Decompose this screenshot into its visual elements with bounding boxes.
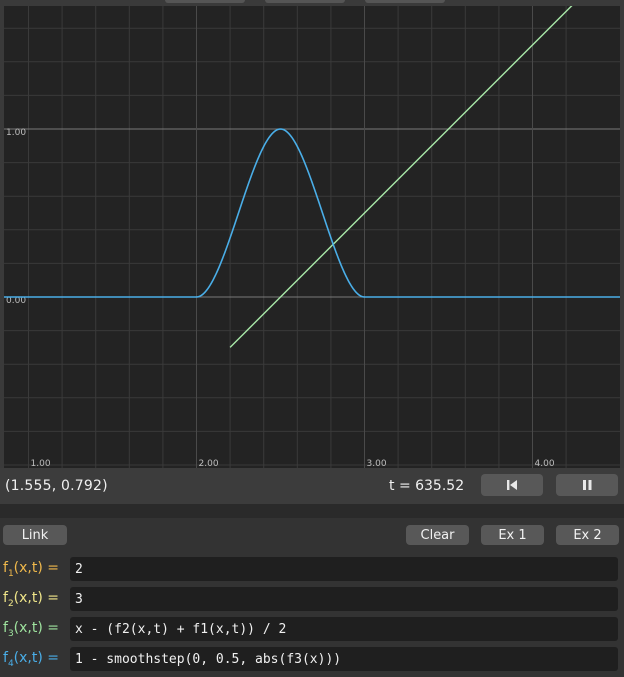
function-plot[interactable]: 1.00 2.00 3.00 4.00 1.00 0.00	[4, 6, 620, 468]
function-row-f2: f2(x,t) = 3	[0, 586, 624, 612]
pause-icon	[583, 480, 592, 490]
function-row-f4: f4(x,t) = 1 - smoothstep(0, 0.5, abs(f3(…	[0, 646, 624, 672]
rewind-button[interactable]	[481, 474, 543, 496]
example-2-button[interactable]: Ex 2	[556, 525, 619, 545]
graph-tab-handle	[365, 0, 445, 3]
function-expression-input[interactable]: 1 - smoothstep(0, 0.5, abs(f3(x)))	[70, 647, 618, 671]
cursor-coordinates: (1.555, 0.792)	[5, 478, 108, 494]
function-expression-input[interactable]: 2	[70, 557, 618, 581]
function-label: f3(x,t) =	[3, 620, 60, 639]
graph-left-edge	[0, 0, 4, 468]
graph-tab-handle	[265, 0, 345, 3]
curve-f4	[4, 128, 620, 298]
function-expression-input[interactable]: 3	[70, 587, 618, 611]
function-panel: Link Clear Ex 1 Ex 2 f1(x,t) = 2 f2(x,t)…	[0, 518, 624, 677]
link-button[interactable]: Link	[3, 525, 67, 545]
function-expression-input[interactable]: x - (f2(x,t) + f1(x,t)) / 2	[70, 617, 618, 641]
divider	[0, 504, 624, 518]
y-tick-label: 1.00	[6, 128, 26, 138]
function-label: f2(x,t) =	[3, 590, 60, 609]
graph-tab-handle	[165, 0, 245, 3]
x-tick-label: 1.00	[31, 459, 51, 468]
curve-f3	[229, 6, 573, 348]
plot-background	[4, 6, 620, 468]
example-1-button[interactable]: Ex 1	[481, 525, 544, 545]
y-tick-label: 0.00	[6, 296, 26, 306]
pause-button[interactable]	[556, 474, 618, 496]
function-row-f1: f1(x,t) = 2	[0, 556, 624, 582]
graph-panel[interactable]: 1.00 2.00 3.00 4.00 1.00 0.00	[0, 0, 624, 468]
x-tick-label: 3.00	[367, 459, 387, 468]
graph-right-edge	[620, 0, 624, 468]
function-label: f4(x,t) =	[3, 650, 60, 669]
clear-button[interactable]: Clear	[406, 525, 469, 545]
status-bar: (1.555, 0.792) t = 635.52	[0, 468, 624, 504]
skip-back-icon	[507, 480, 517, 490]
time-readout: t = 635.52	[389, 478, 465, 494]
function-row-f3: f3(x,t) = x - (f2(x,t) + f1(x,t)) / 2	[0, 616, 624, 642]
x-tick-label: 2.00	[199, 459, 219, 468]
graph-top-strip	[0, 0, 624, 6]
function-label: f1(x,t) =	[3, 560, 60, 579]
x-tick-label: 4.00	[535, 459, 555, 468]
